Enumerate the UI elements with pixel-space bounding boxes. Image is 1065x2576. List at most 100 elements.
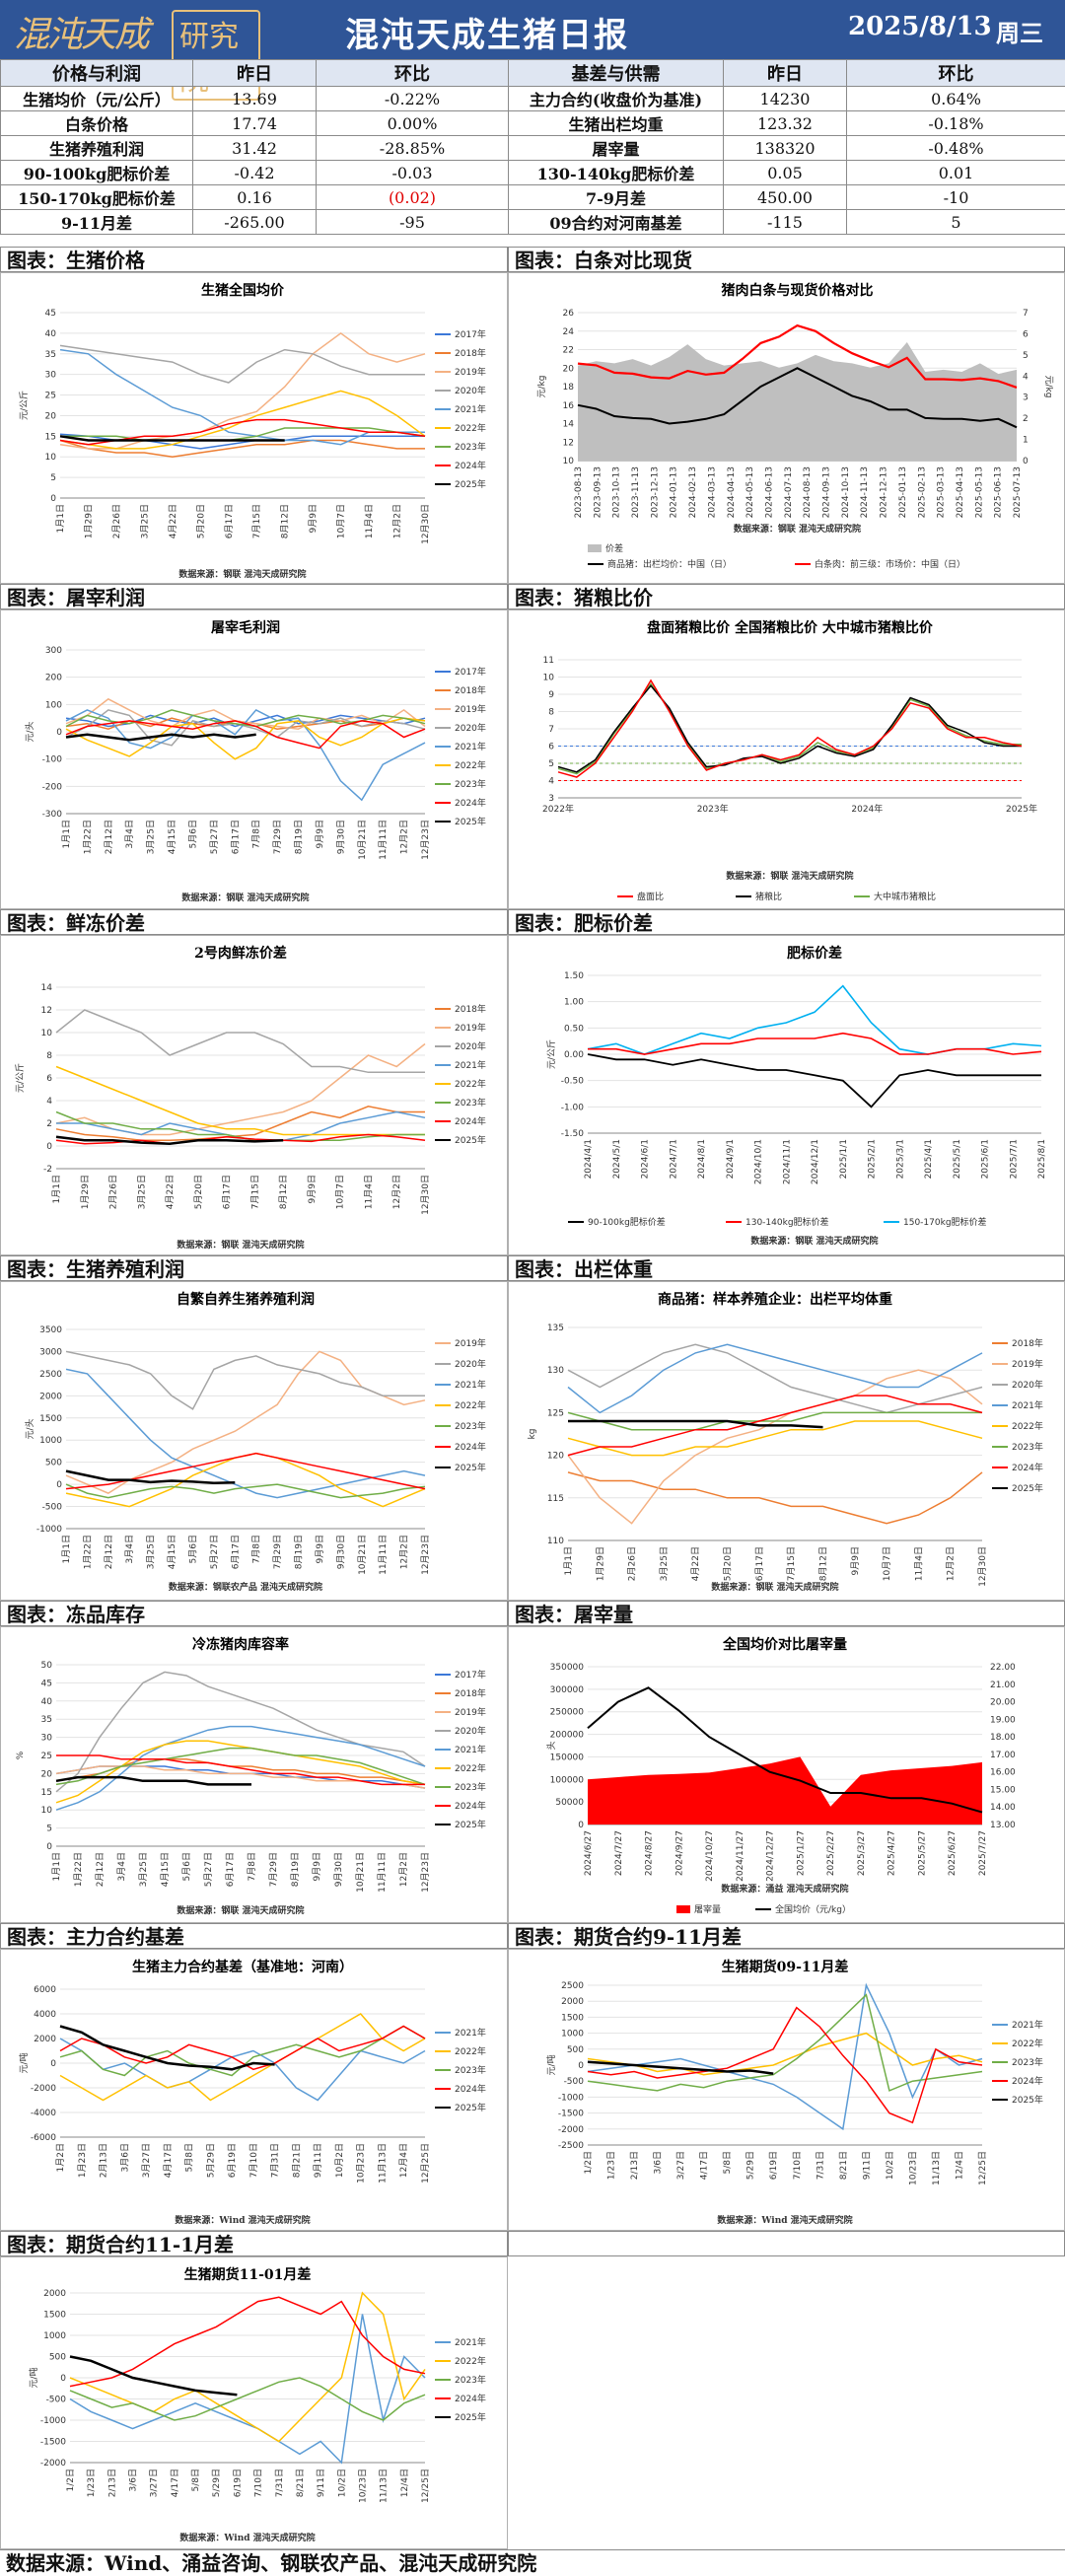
x-tick-label: 2025-06-13 <box>994 466 1004 518</box>
y-tick-label: 8 <box>46 1051 52 1061</box>
legend-label: 2022年 <box>455 2355 486 2367</box>
y-tick-label: -1000 <box>558 2093 584 2103</box>
x-tick-label: 12月2日 <box>399 1535 410 1569</box>
x-tick-label: 1月22日 <box>82 1535 93 1569</box>
x-tick-label: 2024/4/1 <box>584 1139 594 1179</box>
legend-label: 2019年 <box>455 1022 486 1034</box>
x-tick-label: 3月4日 <box>124 1535 135 1563</box>
x-tick-label: 2025-05-13 <box>974 466 984 518</box>
series-line-2020 <box>60 345 425 383</box>
y-tick-label: 35 <box>45 350 56 360</box>
x-tick-label: 3/27日 <box>149 2469 160 2497</box>
y-tick-label: 4 <box>548 777 554 787</box>
x-tick-label: 6月17日 <box>225 1852 236 1887</box>
x-tick-label: 9月9日 <box>315 1535 325 1563</box>
x-tick-label: 2025-04-13 <box>956 466 965 518</box>
row-label: 130-140kg肥标价差 <box>509 161 724 185</box>
x-tick-label: 10月21日 <box>355 1852 366 1893</box>
legend-label: 2024年 <box>455 2083 486 2095</box>
x-tick-label: 6月17日 <box>222 1175 233 1209</box>
legend-label: 2018年 <box>455 347 486 359</box>
x-tick-label: 3月25日 <box>146 1535 157 1569</box>
chart-source: 数据来源：钢联农产品 混沌天成研究院 <box>169 1581 322 1593</box>
x-tick-label: 5月6日 <box>187 820 198 848</box>
x-tick-label: 2024-07-13 <box>784 466 794 518</box>
section-title: 图表：生猪价格 <box>0 247 508 272</box>
slaughter-area <box>588 1756 982 1825</box>
y-tick-label: 0 <box>50 2059 56 2069</box>
chart-title: 2号肉鲜冻价差 <box>194 945 287 962</box>
y-tick-label: 1.50 <box>564 971 584 981</box>
legend-label: 2018年 <box>455 684 486 696</box>
y-tick-label: 250000 <box>550 1708 585 1718</box>
x-tick-label: 2024/11/1 <box>782 1139 792 1184</box>
y2-tick-label: 7 <box>1023 309 1029 319</box>
x-tick-label: 12/4日 <box>954 2151 964 2180</box>
x-tick-label: 3月4日 <box>116 1852 127 1881</box>
y2-tick-label: 22.00 <box>990 1663 1016 1673</box>
legend-label: 2017年 <box>455 328 486 340</box>
x-tick-label: 3月25日 <box>139 504 150 538</box>
change-cell: -28.85% <box>317 136 509 161</box>
x-tick-label: 4/17日 <box>699 2151 710 2180</box>
x-tick-label: 8月12日 <box>278 1175 289 1209</box>
x-tick-label: 1月1日 <box>563 1546 574 1575</box>
x-tick-label: 2023-12-13 <box>650 466 660 518</box>
legend-label: 2018年 <box>455 1687 486 1699</box>
legend-label: 2024年 <box>1012 2075 1043 2087</box>
section-title: 图表：猪粮比价 <box>508 584 1065 609</box>
y-axis-label: 元/吨 <box>545 2054 557 2075</box>
legend-label: 2023年 <box>455 1781 486 1793</box>
legend-label: 90-100kg肥标价差 <box>588 1216 666 1228</box>
y-tick-label: 35 <box>41 1715 52 1725</box>
y2-tick-label: 19.00 <box>990 1715 1016 1725</box>
x-tick-label: 1月29日 <box>83 504 94 538</box>
section-title: 图表：屠宰量 <box>508 1601 1065 1626</box>
change-cell: (0.02) <box>317 185 509 210</box>
x-tick-label: 2024-01-13 <box>670 466 679 518</box>
x-tick-label: 8月12日 <box>280 504 291 538</box>
y-tick-label: 125 <box>547 1408 564 1418</box>
y-tick-label: 10 <box>563 457 575 466</box>
y-axis-label: 元/kg <box>537 376 547 398</box>
x-tick-label: 8月19日 <box>294 1535 305 1569</box>
header-cell: 昨日 <box>193 60 317 87</box>
x-tick-label: 6/19日 <box>768 2151 779 2180</box>
y-tick-label: 18 <box>563 383 575 393</box>
x-tick-label: 2025/1/27 <box>796 1830 806 1876</box>
row-label: 生猪出栏均重 <box>509 111 724 136</box>
series-line-2021 <box>70 2315 425 2464</box>
legend-label: 2025年 <box>455 816 486 827</box>
x-tick-label: 12月30日 <box>977 1546 988 1587</box>
y-tick-label: 200000 <box>550 1731 585 1741</box>
x-tick-label: 10月21日 <box>357 1535 368 1575</box>
legend-label: 2020年 <box>1012 1379 1043 1391</box>
x-tick-label: 11月4日 <box>913 1546 924 1581</box>
y-tick-label: 120 <box>547 1452 564 1462</box>
x-tick-label: 2024-02-13 <box>688 466 698 518</box>
legend-label: 2022年 <box>455 1078 486 1090</box>
x-tick-label: 12/25日 <box>420 2469 431 2503</box>
x-tick-label: 3月27日 <box>141 2143 152 2178</box>
legend-label: 2024年 <box>455 1800 486 1812</box>
y-tick-label: -1.00 <box>561 1103 585 1112</box>
value-cell: 13.69 <box>193 87 317 111</box>
y-tick-label: 50 <box>41 1661 53 1671</box>
x-tick-label: 12月2日 <box>398 1852 409 1887</box>
x-tick-label: 2025-01-13 <box>898 466 908 518</box>
legend-label: 2022年 <box>1012 2038 1043 2049</box>
y-tick-label: 1500 <box>561 2013 584 2023</box>
y-tick-label: 8 <box>548 708 554 718</box>
legend-label: 2021年 <box>455 403 486 415</box>
y-tick-label: -2 <box>43 1165 52 1175</box>
y2-tick-label: 1 <box>1023 436 1029 446</box>
legend-label: 2020年 <box>455 1358 486 1370</box>
header-cell: 环比 <box>317 60 509 87</box>
x-tick-label: 12月30日 <box>420 1175 431 1215</box>
x-tick-label: 10/23日 <box>907 2151 918 2185</box>
value-cell: -0.42 <box>193 161 317 185</box>
